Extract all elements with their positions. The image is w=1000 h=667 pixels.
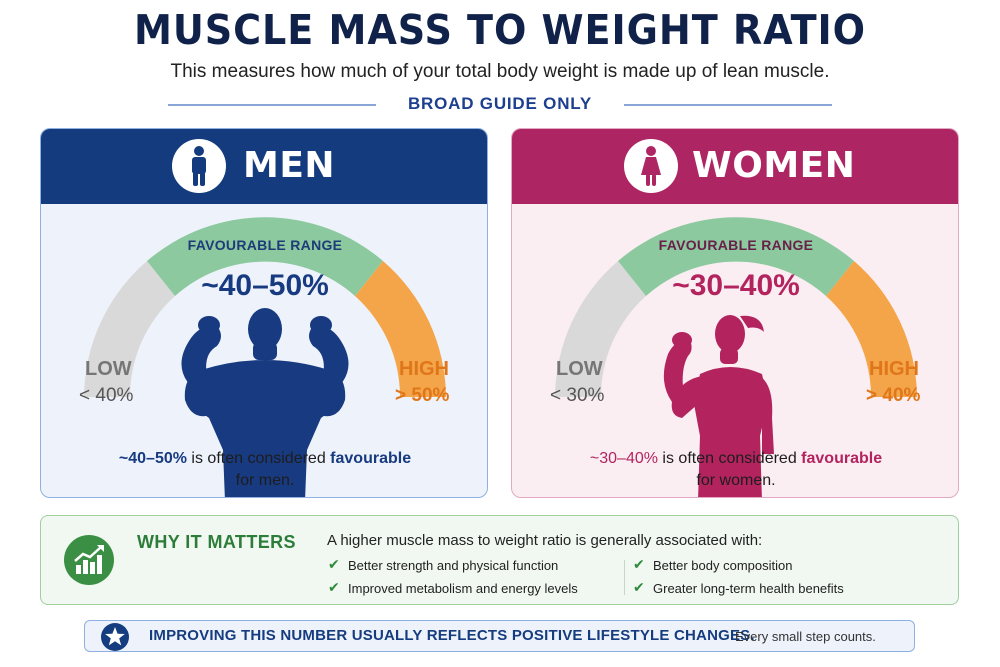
- men-high-label: HIGH: [399, 358, 449, 380]
- women-gauge: [555, 217, 917, 397]
- why-divider: [624, 560, 625, 595]
- page-subtitle: This measures how much of your total bod…: [170, 61, 830, 82]
- men-note-end: for men.: [235, 472, 295, 489]
- men-heading: MEN: [243, 145, 336, 186]
- men-panel: MEN FAVOURABLE RANGE ~40–50% LOW < 40% H…: [40, 128, 488, 498]
- women-note: ~30–40% is often considered favourable f…: [512, 448, 958, 492]
- check-icon: ✔: [633, 556, 645, 572]
- star-icon: [101, 623, 129, 651]
- men-panel-header: MEN: [41, 129, 487, 204]
- guide-divider-left: [168, 104, 376, 106]
- guide-label: BROAD GUIDE ONLY: [407, 94, 593, 113]
- gauge-favourable-segment: [147, 217, 383, 296]
- why-item: Better body composition: [653, 558, 793, 573]
- growth-chart-icon: [64, 535, 114, 585]
- male-muscle-figure: [181, 308, 349, 497]
- men-gauge: [84, 217, 446, 397]
- women-panel-header: WOMEN: [512, 129, 958, 204]
- men-low-value: < 40%: [79, 385, 134, 406]
- women-note-highlight: favourable: [801, 450, 883, 467]
- check-icon: ✔: [328, 556, 340, 572]
- men-note-highlight: favourable: [330, 450, 412, 467]
- women-high-label: HIGH: [869, 358, 919, 380]
- why-item: Greater long-term health benefits: [653, 581, 844, 596]
- why-item: Better strength and physical function: [348, 558, 559, 573]
- male-person-icon: [172, 139, 226, 193]
- gauge-low-segment: [84, 261, 175, 397]
- men-range-value: ~40–50%: [201, 269, 329, 302]
- why-it-matters-box: WHY IT MATTERS A higher muscle mass to w…: [40, 515, 959, 605]
- check-icon: ✔: [328, 579, 340, 595]
- men-note-range: ~40–50%: [118, 450, 187, 467]
- lifestyle-banner: IMPROVING THIS NUMBER USUALLY REFLECTS P…: [84, 620, 915, 652]
- women-high-value: > 40%: [866, 385, 921, 406]
- page-title: MUSCLE MASS TO WEIGHT RATIO: [133, 6, 867, 54]
- women-note-text: is often considered: [657, 450, 802, 467]
- female-person-icon: [624, 139, 678, 193]
- men-favourable-label: FAVOURABLE RANGE: [187, 237, 343, 253]
- female-muscle-figure: [663, 315, 774, 497]
- women-favourable-label: FAVOURABLE RANGE: [658, 237, 814, 253]
- women-heading: WOMEN: [692, 145, 856, 186]
- guide-divider-right: [624, 104, 832, 106]
- women-panel: WOMEN FAVOURABLE RANGE ~30–40% LOW < 30%…: [511, 128, 959, 498]
- women-low-value: < 30%: [550, 385, 605, 406]
- men-note: ~40–50% is often considered favourable f…: [41, 448, 487, 492]
- banner-main-text: IMPROVING THIS NUMBER USUALLY REFLECTS P…: [149, 627, 755, 644]
- women-range-value: ~30–40%: [672, 269, 800, 302]
- women-note-end: for women.: [696, 472, 776, 489]
- banner-sub-text: Every small step counts.: [735, 629, 876, 644]
- gauge-high-segment: [355, 261, 446, 397]
- why-title: WHY IT MATTERS: [137, 532, 296, 552]
- gauge-low-segment: [555, 261, 646, 397]
- check-icon: ✔: [633, 579, 645, 595]
- men-note-text: is often considered: [186, 450, 331, 467]
- why-item: Improved metabolism and energy levels: [348, 581, 578, 596]
- gauge-favourable-segment: [618, 217, 854, 296]
- men-high-value: > 50%: [395, 385, 450, 406]
- gauge-high-segment: [826, 261, 917, 397]
- women-low-label: LOW: [556, 358, 603, 380]
- women-note-range: ~30–40%: [589, 450, 658, 467]
- why-intro: A higher muscle mass to weight ratio is …: [327, 532, 763, 549]
- men-low-label: LOW: [85, 358, 132, 380]
